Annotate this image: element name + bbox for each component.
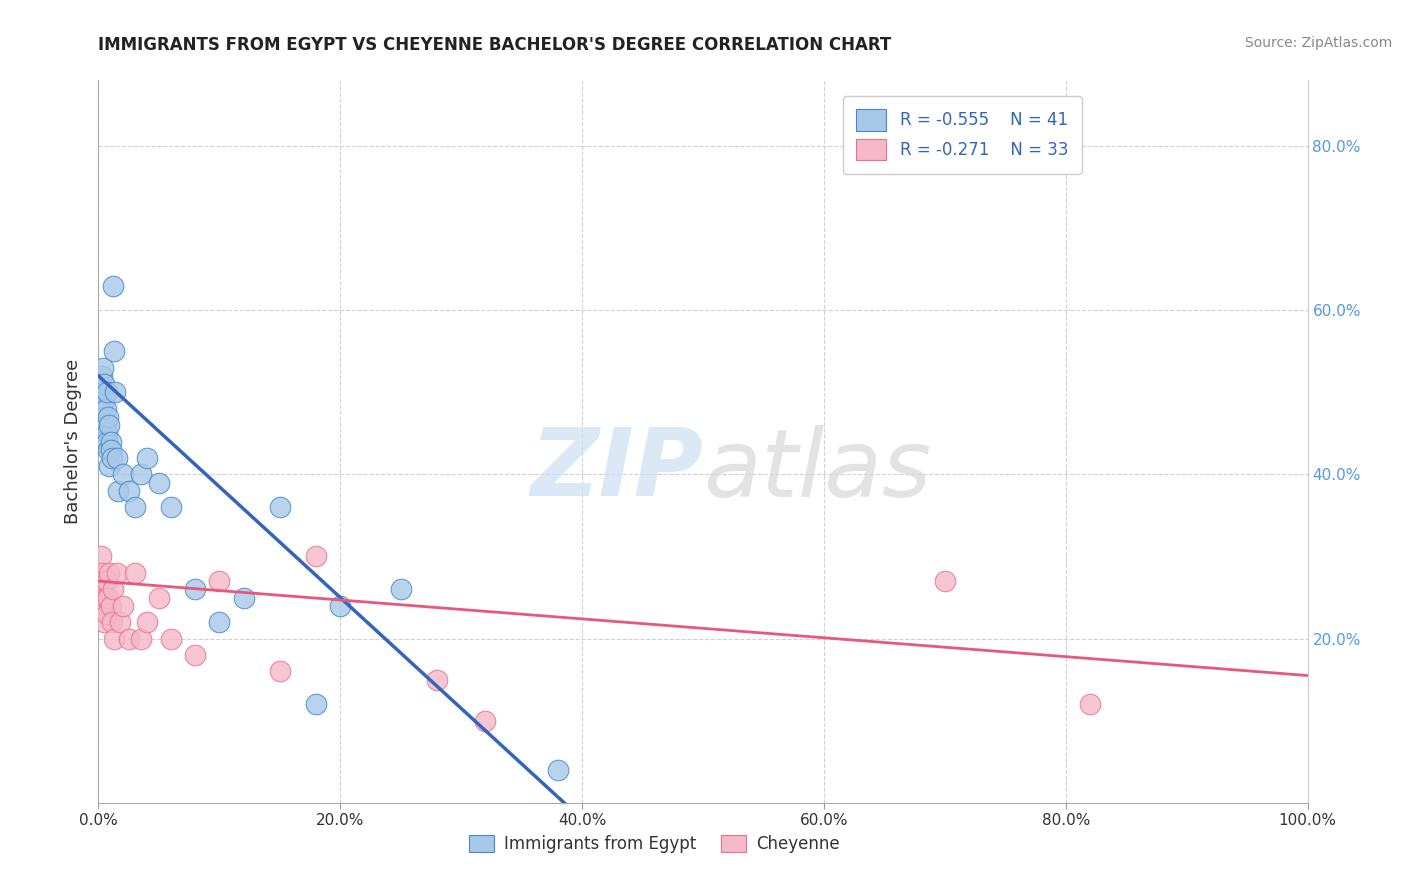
Text: Source: ZipAtlas.com: Source: ZipAtlas.com — [1244, 36, 1392, 50]
Y-axis label: Bachelor's Degree: Bachelor's Degree — [65, 359, 83, 524]
Point — [1078, 698, 1101, 712]
Point — [124, 566, 146, 580]
Point — [96, 607, 118, 621]
Point — [160, 500, 183, 515]
Point — [208, 574, 231, 588]
Point — [104, 385, 127, 400]
Point — [98, 566, 121, 580]
Point — [93, 409, 115, 424]
Point — [96, 574, 118, 588]
Point — [91, 360, 114, 375]
Point — [93, 377, 115, 392]
Point — [100, 434, 122, 449]
Point — [103, 632, 125, 646]
Text: atlas: atlas — [703, 425, 931, 516]
Point — [87, 434, 110, 449]
Point — [129, 632, 152, 646]
Point — [129, 467, 152, 482]
Point — [93, 393, 115, 408]
Point — [93, 574, 115, 588]
Point — [160, 632, 183, 646]
Point — [389, 582, 412, 597]
Point — [97, 442, 120, 457]
Point — [100, 599, 122, 613]
Point — [184, 648, 207, 662]
Point — [148, 475, 170, 490]
Text: ZIP: ZIP — [530, 425, 703, 516]
Legend: Immigrants from Egypt, Cheyenne: Immigrants from Egypt, Cheyenne — [463, 828, 846, 860]
Text: IMMIGRANTS FROM EGYPT VS CHEYENNE BACHELOR'S DEGREE CORRELATION CHART: IMMIGRANTS FROM EGYPT VS CHEYENNE BACHEL… — [98, 36, 891, 54]
Point — [103, 344, 125, 359]
Point — [90, 549, 112, 564]
Point — [547, 763, 569, 777]
Point — [111, 599, 134, 613]
Point — [91, 401, 114, 416]
Point — [148, 591, 170, 605]
Point — [184, 582, 207, 597]
Point — [91, 368, 114, 383]
Point — [111, 467, 134, 482]
Point — [934, 574, 956, 588]
Point — [97, 591, 120, 605]
Point — [91, 599, 114, 613]
Point — [96, 426, 118, 441]
Point — [96, 385, 118, 400]
Point — [329, 599, 352, 613]
Point — [97, 409, 120, 424]
Point — [135, 450, 157, 465]
Point — [118, 483, 141, 498]
Point — [93, 615, 115, 630]
Point — [118, 632, 141, 646]
Point — [87, 591, 110, 605]
Point — [94, 401, 117, 416]
Point — [98, 418, 121, 433]
Point — [101, 582, 124, 597]
Point — [90, 385, 112, 400]
Point — [98, 459, 121, 474]
Point — [124, 500, 146, 515]
Point — [108, 615, 131, 630]
Point — [426, 673, 449, 687]
Point — [305, 698, 328, 712]
Point — [91, 582, 114, 597]
Point — [269, 665, 291, 679]
Point — [105, 450, 128, 465]
Point — [94, 591, 117, 605]
Point — [269, 500, 291, 515]
Point — [100, 442, 122, 457]
Point — [474, 714, 496, 728]
Point — [135, 615, 157, 630]
Point — [100, 450, 122, 465]
Point — [208, 615, 231, 630]
Point — [105, 566, 128, 580]
Point — [232, 591, 254, 605]
Point — [305, 549, 328, 564]
Point — [101, 278, 124, 293]
Point — [100, 615, 122, 630]
Point — [96, 434, 118, 449]
Point — [94, 418, 117, 433]
Point — [91, 385, 114, 400]
Point — [107, 483, 129, 498]
Point — [91, 566, 114, 580]
